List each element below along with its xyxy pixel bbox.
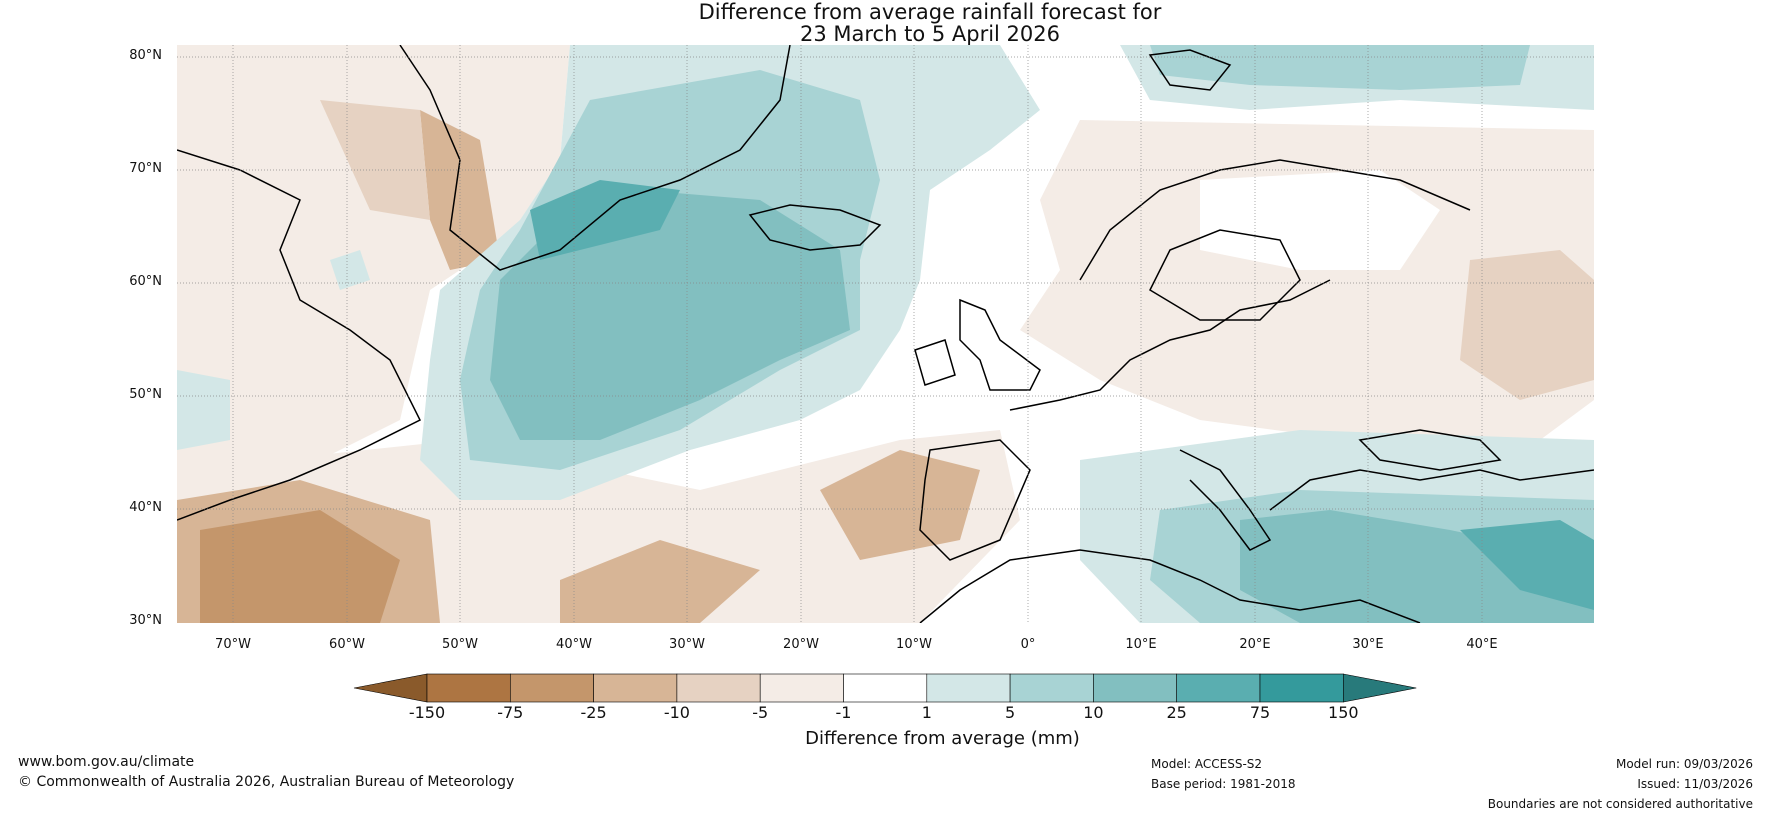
- lon-label-40w: 40°W: [556, 637, 592, 652]
- colorbar-segment: [1259, 673, 1344, 703]
- colorbar-segment: [1093, 673, 1178, 703]
- model-run-date: Model run: 09/03/2026: [1615, 757, 1753, 771]
- colorbar-tick-label: -150: [408, 703, 446, 722]
- lon-label-30w: 30°W: [669, 637, 705, 652]
- colorbar-extend-high: [1343, 673, 1417, 703]
- lon-label-10w: 10°W: [896, 637, 932, 652]
- lon-label-70w: 70°W: [215, 637, 251, 652]
- graticule: [177, 45, 1594, 623]
- lat-label-30n: 30°N: [129, 613, 162, 628]
- colorbar-tick-label: -25: [580, 703, 607, 722]
- coastlines: [177, 45, 1594, 623]
- base-period: Base period: 1981-2018: [1151, 777, 1296, 791]
- lon-label-0: 0°: [1020, 637, 1036, 652]
- website-link[interactable]: www.bom.gov.au/climate: [18, 754, 195, 770]
- colorbar-segment: [843, 673, 928, 703]
- lon-label-20e: 20°E: [1239, 637, 1271, 652]
- lat-label-70n: 70°N: [129, 161, 162, 176]
- lon-label-30e: 30°E: [1352, 637, 1384, 652]
- colorbar-segment: [509, 673, 594, 703]
- colorbar-tick-label: -75: [497, 703, 524, 722]
- issued-date: Issued: 11/03/2026: [1637, 777, 1753, 791]
- colorbar-tick-label: 10: [1083, 703, 1104, 722]
- colorbar-tick-label: 75: [1249, 703, 1271, 722]
- colorbar-tick-label: 1: [921, 703, 932, 722]
- colorbar-segment: [759, 673, 844, 703]
- colorbar-segment: [1176, 673, 1261, 703]
- lat-label-80n: 80°N: [129, 48, 162, 63]
- colorbar-segment: [1009, 673, 1094, 703]
- lon-label-10e: 10°E: [1125, 637, 1157, 652]
- colorbar-tick-label: 150: [1328, 703, 1359, 722]
- colorbar-segment: [426, 673, 511, 703]
- lat-label-40n: 40°N: [129, 500, 162, 515]
- colorbar-tick-label: -1: [835, 703, 852, 722]
- colorbar-extend-low: [353, 673, 428, 703]
- boundaries-disclaimer: Boundaries are not considered authoritat…: [1487, 797, 1753, 811]
- colorbar-segment: [676, 673, 761, 703]
- colorbar-title: Difference from average (mm): [805, 728, 1080, 749]
- lon-label-60w: 60°W: [329, 637, 365, 652]
- map-title-line-1: Difference from average rainfall forecas…: [698, 0, 1162, 24]
- colorbar-tick-label: 25: [1166, 703, 1187, 722]
- colorbar-tick-label: -5: [752, 703, 769, 722]
- anomaly-field: [177, 45, 1594, 623]
- colorbar-tick-label: 5: [1005, 703, 1016, 722]
- lon-label-50w: 50°W: [442, 637, 478, 652]
- copyright-text: © Commonwealth of Australia 2026, Austra…: [18, 774, 515, 790]
- lat-label-50n: 50°N: [129, 387, 162, 402]
- map-title-line-2: 23 March to 5 April 2026: [800, 22, 1060, 46]
- model-name: Model: ACCESS-S2: [1151, 757, 1263, 771]
- colorbar-segment: [593, 673, 678, 703]
- lon-label-20w: 20°W: [783, 637, 819, 652]
- colorbar-tick-label: -10: [663, 703, 690, 722]
- lon-label-40e: 40°E: [1466, 637, 1498, 652]
- colorbar-segment: [926, 673, 1011, 703]
- lat-label-60n: 60°N: [129, 274, 162, 289]
